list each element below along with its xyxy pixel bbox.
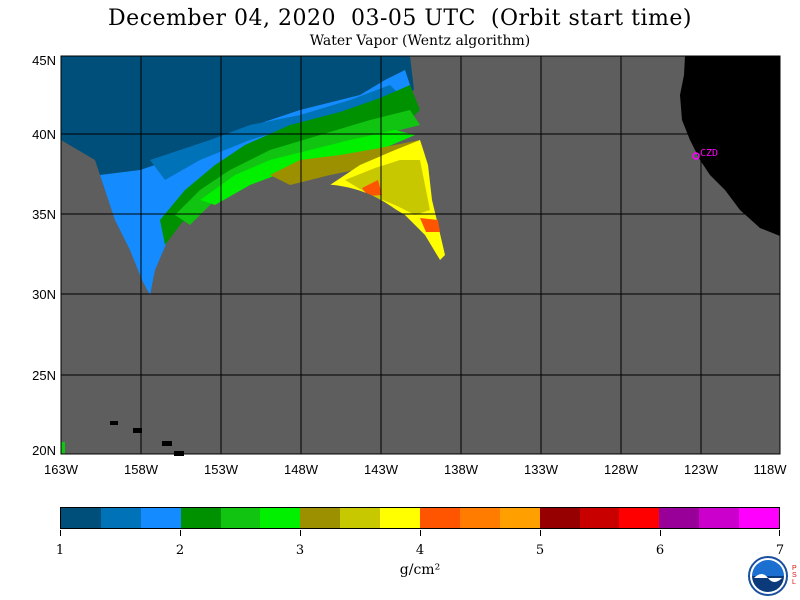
lon-label-138w: 138W [444, 462, 478, 477]
lat-label-20n: 20N [32, 443, 56, 458]
colorbar-tick-label: 1 [55, 543, 65, 558]
lon-label-128w: 128W [604, 462, 638, 477]
lon-label-118w: 118W [753, 462, 787, 477]
colorbar-tick-label: 6 [655, 543, 665, 558]
swath-region-orange-south [420, 218, 440, 232]
colorbar-tick [779, 530, 780, 536]
colorbar-tick-label: 3 [295, 543, 305, 558]
colorbar-tick [60, 530, 61, 536]
island-maui [162, 441, 172, 446]
swath-region-orange [362, 180, 382, 196]
station-marker-icon [692, 152, 700, 160]
colorbar-tick [180, 530, 181, 536]
map-subtitle: Water Vapor (Wentz algorithm) [309, 33, 531, 49]
lat-label-35n: 35N [32, 207, 56, 222]
colorbar-swatch [420, 508, 460, 528]
lon-label-158w: 158W [124, 462, 158, 477]
colorbar-swatch [739, 508, 780, 528]
colorbar-swatch [300, 508, 341, 528]
colorbar-tick-label: 2 [175, 543, 185, 558]
colorbar-swatch [539, 508, 580, 528]
station-label: CZD [700, 148, 718, 159]
lon-label-143w: 143W [364, 462, 398, 477]
lon-label-153w: 153W [204, 462, 238, 477]
colorbar-swatch [459, 508, 500, 528]
colorbar-swatch [61, 508, 101, 528]
lat-label-30n: 30N [32, 287, 56, 302]
colorbar-tick [540, 530, 541, 536]
colorbar-swatch [499, 508, 540, 528]
colorbar-tick-label: 4 [415, 543, 425, 558]
swath-inner-edge [160, 184, 440, 454]
colorbar-swatch [380, 508, 421, 528]
swath-region-olive [270, 140, 425, 185]
lat-label-25n: 25N [32, 368, 56, 383]
colorbar-swatch [100, 508, 141, 528]
lon-label-123w: 123W [684, 462, 718, 477]
lon-label-148w: 148W [284, 462, 318, 477]
land-california [680, 56, 780, 236]
lat-label-45n: 45N [32, 53, 56, 68]
colorbar-swatch [260, 508, 301, 528]
colorbar-swatch [699, 508, 740, 528]
colorbar-swatch [340, 508, 381, 528]
colorbar-swatch [579, 508, 620, 528]
map-title: December 04, 2020 03-05 UTC (Orbit start… [108, 6, 692, 31]
island-oahu [133, 428, 142, 433]
lon-label-133w: 133W [524, 462, 558, 477]
swath-region-darkyellow [345, 160, 430, 215]
lon-label-163w: 163W [44, 462, 78, 477]
colorbar [60, 507, 780, 529]
colorbar-tick [300, 530, 301, 536]
colorbar-swatch [659, 508, 700, 528]
island-kauai [110, 421, 118, 425]
colorbar-units: g/cm² [399, 562, 441, 578]
colorbar-tick-label: 7 [775, 543, 785, 558]
green-corner-pixel [61, 442, 65, 454]
noaa-logo-icon [748, 556, 788, 596]
colorbar-tick [420, 530, 421, 536]
colorbar-tick [660, 530, 661, 536]
lat-label-40n: 40N [32, 127, 56, 142]
colorbar-swatch [180, 508, 221, 528]
grid-lines [61, 56, 780, 454]
swath-region-brightgreen [200, 130, 415, 205]
colorbar-swatch [619, 508, 660, 528]
colorbar-tick-label: 5 [535, 543, 545, 558]
colorbar-swatch [140, 508, 181, 528]
map-frame [60, 55, 781, 455]
colorbar-swatch [220, 508, 261, 528]
